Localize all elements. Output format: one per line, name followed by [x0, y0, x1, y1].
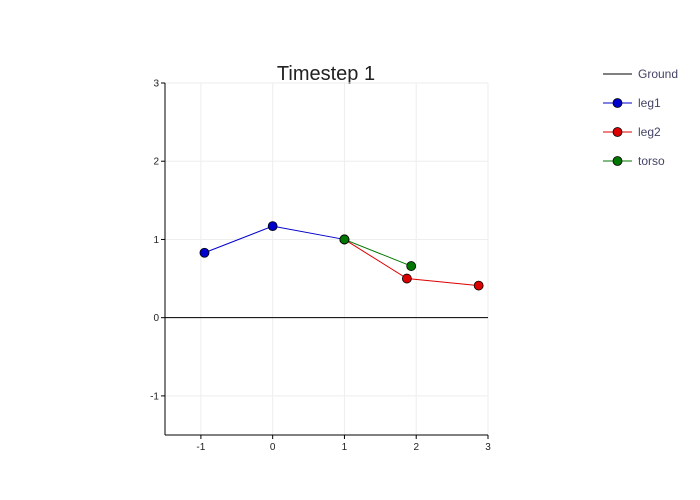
- series-line-torso: [344, 238, 412, 267]
- chart-title: Timestep 1: [277, 63, 375, 85]
- grid: [165, 82, 489, 435]
- legend-label: leg1: [638, 96, 661, 110]
- legend-entry-torso: torso: [603, 154, 665, 168]
- data-point-torso: [406, 261, 417, 271]
- legend-entry-ground: Ground: [603, 67, 678, 81]
- y-tick-label: 0: [153, 313, 159, 324]
- data-point-torso: [339, 234, 350, 245]
- legend-label: leg2: [638, 125, 661, 139]
- legend-entry-leg2: leg2: [603, 125, 661, 139]
- x-tick-label: 3: [485, 442, 491, 453]
- series-torso: [339, 234, 417, 271]
- x-tick-label: -1: [196, 442, 205, 453]
- x-tick-label: 0: [270, 442, 276, 453]
- data-point-leg2: [473, 280, 484, 291]
- legend-entry-leg1: leg1: [603, 96, 661, 110]
- y-tick-label: 2: [153, 157, 159, 168]
- plot-area: [165, 221, 488, 319]
- legend: Ground leg1 leg2 torso: [603, 67, 678, 168]
- legend-swatch-marker: [612, 98, 623, 108]
- legend-label: torso: [638, 154, 665, 168]
- legend-swatch-marker: [612, 127, 623, 137]
- data-point-leg1: [267, 221, 278, 232]
- axes: -1 0 1 2 3 -1 0 1 2 3: [150, 79, 491, 454]
- y-tick-label: 1: [153, 235, 159, 246]
- data-point-leg1: [199, 247, 210, 258]
- x-tick-label: 2: [413, 442, 419, 453]
- y-tick-label: 3: [153, 79, 159, 90]
- data-point-leg2: [401, 273, 412, 284]
- y-tick-label: -1: [150, 391, 159, 402]
- x-tick-label: 1: [342, 442, 348, 453]
- legend-swatch-marker: [612, 156, 623, 166]
- legend-label: Ground: [638, 67, 678, 81]
